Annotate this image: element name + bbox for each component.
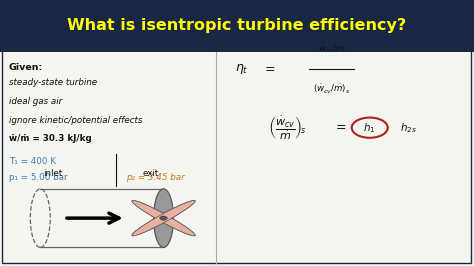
Text: $(\dot{w}_{cv}/\dot{m})_s$: $(\dot{w}_{cv}/\dot{m})_s$ bbox=[313, 82, 350, 96]
Text: ẇ/ṁ = 30.3 kJ/kg: ẇ/ṁ = 30.3 kJ/kg bbox=[9, 134, 91, 143]
Text: ideal gas air: ideal gas air bbox=[9, 97, 62, 106]
Text: p₂ = 3.45 bar: p₂ = 3.45 bar bbox=[126, 173, 184, 182]
Ellipse shape bbox=[154, 189, 173, 247]
Bar bbox=[0, 0, 474, 52]
Text: $h_{2s}$: $h_{2s}$ bbox=[400, 121, 416, 135]
Ellipse shape bbox=[132, 200, 195, 236]
Text: T₁ = 400 K: T₁ = 400 K bbox=[9, 157, 55, 166]
Text: exit: exit bbox=[143, 169, 159, 178]
Text: $\dot{w}_{cv}/\dot{m}$: $\dot{w}_{cv}/\dot{m}$ bbox=[318, 41, 346, 55]
Text: steady-state turbine: steady-state turbine bbox=[9, 78, 97, 88]
Ellipse shape bbox=[132, 200, 195, 236]
Text: inlet: inlet bbox=[43, 169, 62, 178]
Text: Given:: Given: bbox=[9, 63, 43, 72]
Text: ignore kinetic/potential effects: ignore kinetic/potential effects bbox=[9, 116, 142, 125]
Text: $\left(\dfrac{\dot{w}_{cv}}{\dot{m}}\right)_{\!s}$: $\left(\dfrac{\dot{w}_{cv}}{\dot{m}}\rig… bbox=[268, 114, 307, 142]
Text: =: = bbox=[336, 121, 346, 134]
Text: =: = bbox=[265, 63, 275, 76]
Text: p₁ = 5.00 bar: p₁ = 5.00 bar bbox=[9, 173, 67, 182]
Ellipse shape bbox=[132, 200, 195, 236]
Circle shape bbox=[160, 216, 167, 220]
Ellipse shape bbox=[132, 200, 195, 236]
Text: $\eta_t$: $\eta_t$ bbox=[235, 62, 248, 76]
Text: $h_1$: $h_1$ bbox=[364, 121, 376, 135]
Bar bbox=[0, 52, 474, 266]
Text: What is isentropic turbine efficiency?: What is isentropic turbine efficiency? bbox=[67, 18, 407, 34]
